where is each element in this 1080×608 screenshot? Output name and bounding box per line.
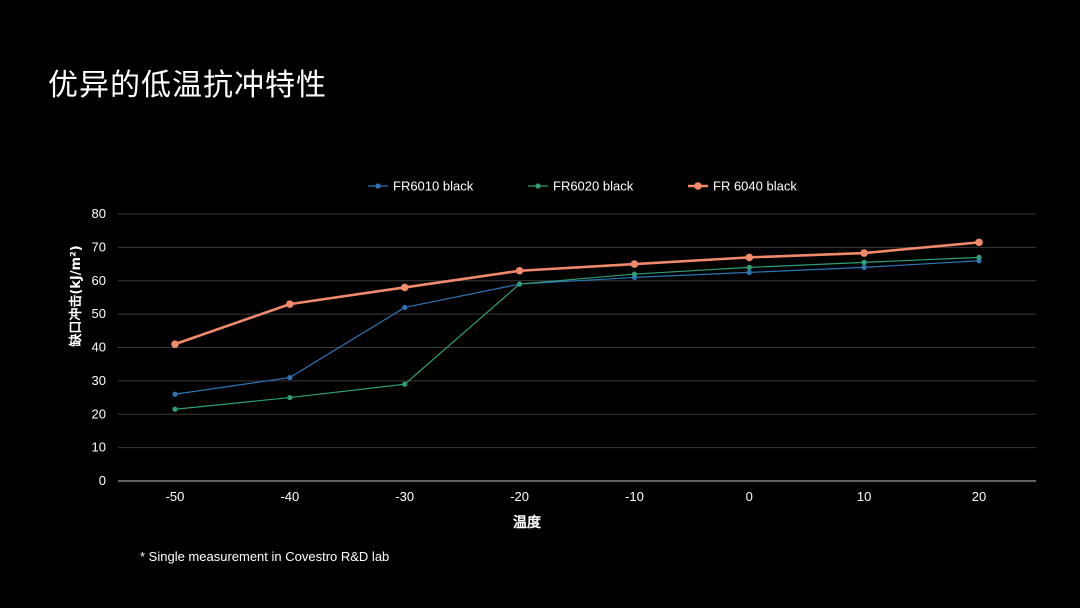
data-point bbox=[861, 264, 867, 270]
data-point bbox=[287, 394, 293, 401]
legend-item-1: FR6020 black bbox=[528, 179, 634, 194]
legend-label: FR 6040 black bbox=[713, 179, 797, 194]
x-tick-label: 0 bbox=[746, 489, 753, 504]
data-point bbox=[172, 406, 178, 412]
data-point bbox=[745, 253, 754, 262]
data-point bbox=[287, 374, 293, 381]
data-point bbox=[172, 391, 178, 397]
data-point bbox=[402, 381, 408, 387]
y-tick-label: 80 bbox=[92, 206, 106, 221]
legend-label: FR6010 black bbox=[393, 179, 474, 194]
x-axis-label: 温度 bbox=[513, 514, 542, 531]
legend-swatch-marker bbox=[694, 182, 702, 190]
x-tick-label: -50 bbox=[166, 489, 185, 504]
data-point bbox=[630, 260, 639, 268]
data-point bbox=[631, 271, 638, 277]
data-point bbox=[861, 259, 867, 265]
legend: FR6010 black FR6020 black FR 6040 black bbox=[368, 179, 797, 194]
x-tick-label: -10 bbox=[625, 489, 644, 504]
legend-item-0: FR6010 black bbox=[368, 179, 474, 194]
series-line-1 bbox=[174, 256, 980, 410]
y-tick-label: 30 bbox=[92, 373, 106, 388]
y-tick-label: 0 bbox=[99, 473, 106, 488]
x-tick-label: -40 bbox=[280, 489, 299, 504]
series-line-2 bbox=[174, 241, 980, 346]
y-tick-label: 50 bbox=[92, 306, 106, 321]
x-tick-label: -30 bbox=[395, 489, 414, 504]
data-point bbox=[746, 269, 752, 276]
data-point bbox=[402, 304, 408, 311]
series-line-0 bbox=[174, 260, 980, 395]
footnote: * Single measurement in Covestro R&D lab bbox=[140, 549, 390, 564]
legend-swatch-marker bbox=[535, 183, 541, 189]
y-axis-label: 缺口冲击(kJ/m²) bbox=[68, 245, 84, 347]
y-tick-label: 10 bbox=[92, 440, 106, 455]
x-tick-label: -20 bbox=[510, 489, 529, 504]
data-point bbox=[400, 283, 409, 292]
data-point bbox=[975, 238, 983, 247]
y-tick-label: 70 bbox=[92, 239, 106, 254]
data-point bbox=[516, 281, 523, 287]
y-tick-label: 20 bbox=[92, 406, 106, 421]
x-tick-labels: -50 -40 -30 -20 -10 0 10 20 bbox=[166, 489, 987, 504]
data-point bbox=[286, 300, 294, 308]
legend-label: FR6020 black bbox=[553, 179, 634, 194]
data-point bbox=[515, 266, 524, 275]
y-tick-label: 60 bbox=[92, 273, 106, 288]
x-tick-label: 20 bbox=[972, 489, 986, 504]
data-point bbox=[746, 264, 752, 270]
slide-title: 优异的低温抗冲特性 bbox=[48, 68, 327, 103]
series-group bbox=[171, 238, 983, 412]
y-tick-labels: 0 10 20 30 40 50 60 70 80 bbox=[92, 206, 106, 488]
y-tick-label: 40 bbox=[92, 340, 106, 355]
data-point bbox=[171, 340, 179, 348]
data-point bbox=[860, 249, 868, 257]
data-point bbox=[976, 254, 982, 260]
legend-item-2: FR 6040 black bbox=[688, 179, 797, 194]
x-tick-label: 10 bbox=[857, 489, 871, 504]
legend-swatch-marker bbox=[375, 183, 381, 189]
